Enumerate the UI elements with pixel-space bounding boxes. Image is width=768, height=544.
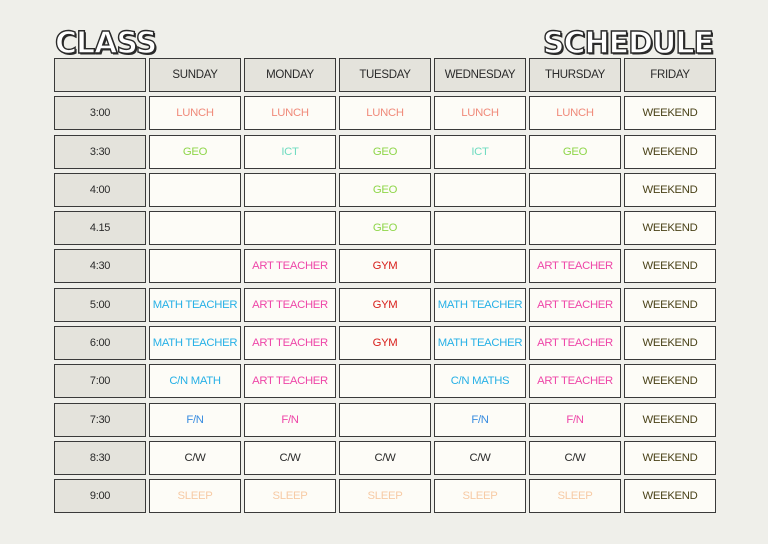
day-header-wednesday: WEDNESDAY — [434, 58, 526, 92]
schedule-slot-sunday: SLEEP — [149, 479, 241, 514]
day-header-sunday: SUNDAY — [149, 58, 241, 92]
schedule-slot-thursday: ART TEACHER — [529, 364, 621, 399]
schedule-slot-thursday: ART TEACHER — [529, 249, 621, 284]
time-cell: 5:00 — [54, 287, 146, 322]
schedule-slot-friday: WEEKEND — [624, 287, 716, 322]
time-cell: 8:30 — [54, 440, 146, 475]
schedule-slot-tuesday: GEO — [339, 172, 431, 207]
schedule-slot-friday: WEEKEND — [624, 211, 716, 246]
schedule-slot-wednesday: C/W — [434, 440, 526, 475]
schedule-slot-friday: WEEKEND — [624, 440, 716, 475]
schedule-slot-wednesday: C/N MATHS — [434, 364, 526, 399]
schedule-slot-wednesday — [434, 249, 526, 284]
time-cell: 4:30 — [54, 249, 146, 284]
schedule-slot-tuesday: SLEEP — [339, 479, 431, 514]
schedule-slot-tuesday: GEO — [339, 211, 431, 246]
time-cell: 7:30 — [54, 402, 146, 437]
schedule-slot-wednesday: ICT — [434, 134, 526, 169]
schedule-grid: SUNDAY MONDAY TUESDAY WEDNESDAY THURSDAY FRID… — [54, 58, 716, 514]
time-cell: 4.15 — [54, 211, 146, 246]
title-class: CLASS — [54, 26, 158, 61]
schedule-slot-friday: WEEKEND — [624, 172, 716, 207]
title-schedule: SCHEDULE — [542, 26, 715, 61]
schedule-slot-friday: WEEKEND — [624, 364, 716, 399]
schedule-slot-sunday — [149, 172, 241, 207]
schedule-slot-friday: WEEKEND — [624, 479, 716, 514]
schedule-slot-tuesday: C/W — [339, 440, 431, 475]
schedule-slot-monday: F/N — [244, 402, 336, 437]
schedule-slot-tuesday: GYM — [339, 287, 431, 322]
schedule-slot-wednesday: SLEEP — [434, 479, 526, 514]
day-header-tuesday: TUESDAY — [339, 58, 431, 92]
schedule-slot-sunday: C/N MATH — [149, 364, 241, 399]
schedule-slot-monday: SLEEP — [244, 479, 336, 514]
schedule-slot-sunday — [149, 249, 241, 284]
schedule-slot-wednesday: F/N — [434, 402, 526, 437]
corner-cell — [54, 58, 146, 92]
schedule-slot-thursday: C/W — [529, 440, 621, 475]
schedule-slot-sunday: GEO — [149, 134, 241, 169]
schedule-slot-friday: WEEKEND — [624, 326, 716, 361]
schedule-slot-wednesday: MATH TEACHER — [434, 326, 526, 361]
schedule-slot-friday: WEEKEND — [624, 402, 716, 437]
schedule-slot-friday: WEEKEND — [624, 96, 716, 131]
schedule-slot-tuesday — [339, 402, 431, 437]
day-header-thursday: THURSDAY — [529, 58, 621, 92]
schedule-slot-thursday: F/N — [529, 402, 621, 437]
schedule-slot-wednesday: LUNCH — [434, 96, 526, 131]
schedule-slot-thursday: ART TEACHER — [529, 287, 621, 322]
schedule-slot-monday — [244, 211, 336, 246]
schedule-slot-wednesday — [434, 172, 526, 207]
schedule-slot-thursday: ART TEACHER — [529, 326, 621, 361]
schedule-slot-wednesday: MATH TEACHER — [434, 287, 526, 322]
time-cell: 6:00 — [54, 326, 146, 361]
schedule-slot-monday: C/W — [244, 440, 336, 475]
schedule-slot-tuesday: GEO — [339, 134, 431, 169]
schedule-slot-sunday: MATH TEACHER — [149, 326, 241, 361]
schedule-slot-thursday — [529, 172, 621, 207]
time-cell: 7:00 — [54, 364, 146, 399]
schedule-slot-friday: WEEKEND — [624, 134, 716, 169]
day-header-friday: FRIDAY — [624, 58, 716, 92]
schedule-slot-sunday: F/N — [149, 402, 241, 437]
schedule-slot-tuesday: LUNCH — [339, 96, 431, 131]
schedule-slot-monday: ICT — [244, 134, 336, 169]
schedule-slot-monday: ART TEACHER — [244, 364, 336, 399]
time-cell: 3:30 — [54, 134, 146, 169]
schedule-slot-sunday: MATH TEACHER — [149, 287, 241, 322]
schedule-slot-monday: ART TEACHER — [244, 287, 336, 322]
time-cell: 9:00 — [54, 479, 146, 514]
schedule-slot-monday — [244, 172, 336, 207]
schedule-slot-monday: ART TEACHER — [244, 326, 336, 361]
schedule-slot-sunday: C/W — [149, 440, 241, 475]
schedule-slot-sunday: LUNCH — [149, 96, 241, 131]
schedule-slot-monday: ART TEACHER — [244, 249, 336, 284]
day-header-monday: MONDAY — [244, 58, 336, 92]
schedule-slot-thursday: LUNCH — [529, 96, 621, 131]
schedule-slot-thursday: SLEEP — [529, 479, 621, 514]
schedule-slot-tuesday — [339, 364, 431, 399]
schedule-slot-thursday — [529, 211, 621, 246]
time-cell: 4:00 — [54, 172, 146, 207]
schedule-slot-friday: WEEKEND — [624, 249, 716, 284]
schedule-slot-thursday: GEO — [529, 134, 621, 169]
schedule-slot-tuesday: GYM — [339, 249, 431, 284]
schedule-slot-tuesday: GYM — [339, 326, 431, 361]
time-cell: 3:00 — [54, 96, 146, 131]
schedule-slot-sunday — [149, 211, 241, 246]
schedule-slot-monday: LUNCH — [244, 96, 336, 131]
schedule-slot-wednesday — [434, 211, 526, 246]
